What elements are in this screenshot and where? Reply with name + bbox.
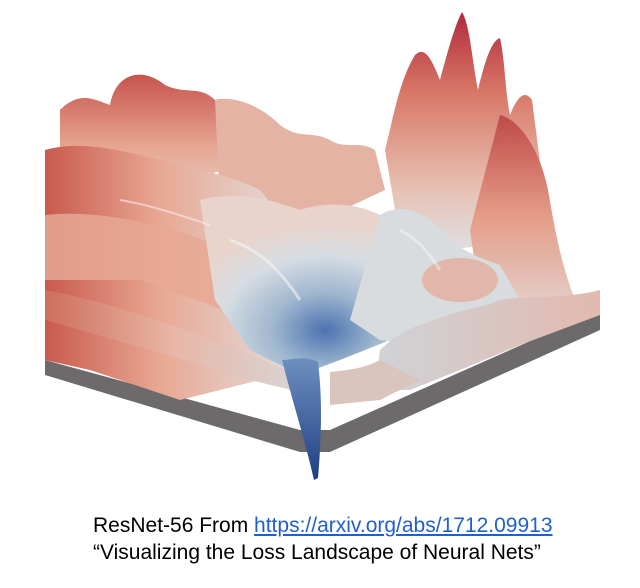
figure-caption: ResNet-56 From https://arxiv.org/abs/171… <box>93 512 553 566</box>
paper-link[interactable]: https://arxiv.org/abs/1712.09913 <box>254 514 553 537</box>
caption-line-2: “Visualizing the Loss Landscape of Neura… <box>93 541 541 564</box>
caption-line-1: ResNet-56 From https://arxiv.org/abs/171… <box>93 512 553 539</box>
surface-highlight <box>119 199 211 226</box>
surface-base <box>45 310 600 452</box>
plateau-bump <box>422 258 498 302</box>
minimum-spike <box>282 358 321 480</box>
surface-highlight <box>399 228 442 271</box>
surface-highlight <box>229 238 302 301</box>
front-edge-left <box>45 290 300 392</box>
front-right-rubble <box>375 290 600 390</box>
loss-landscape-surface <box>45 12 600 480</box>
caption-source-label: ResNet-56 From <box>93 514 255 537</box>
front-edge-right <box>330 360 420 405</box>
